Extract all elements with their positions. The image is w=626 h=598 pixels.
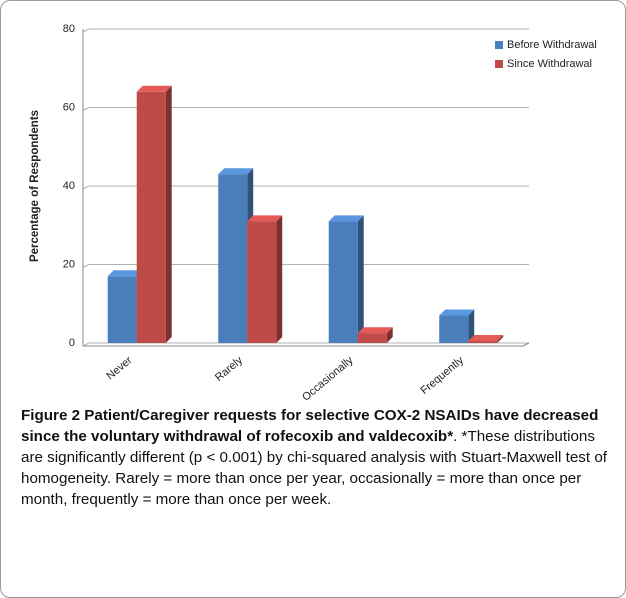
bar [247, 215, 283, 343]
y-tick-label: 60 [63, 101, 75, 113]
caption: Figure 2 Patient/Caregiver requests for … [21, 405, 617, 510]
y-tick-label: 80 [63, 23, 75, 35]
bar-face [468, 335, 504, 342]
bar-face [468, 309, 475, 343]
grid-line [82, 185, 529, 190]
legend-swatch [495, 60, 503, 68]
caption-title: Figure 2 Patient/Caregiver requests for … [21, 407, 599, 445]
bar-face [247, 215, 283, 222]
grid-line [82, 28, 529, 33]
bar-face [276, 215, 283, 343]
bar-face [107, 270, 143, 277]
x-tick-label: Occasionally [300, 354, 356, 401]
y-tick-label: 20 [63, 258, 75, 270]
grid-line [82, 264, 529, 268]
bar [328, 215, 364, 343]
bar-face [328, 221, 358, 343]
y-tick-label: 40 [63, 180, 75, 192]
bar-face [497, 335, 504, 343]
bar-face [328, 215, 364, 222]
bar-face [218, 174, 248, 343]
grid-line [82, 107, 529, 111]
chart: Percentage of Respondents 0 20 40 60 80 Never… [29, 23, 597, 401]
bar-face [386, 327, 393, 343]
x-tick-label: Never [104, 354, 134, 382]
bar-face [357, 333, 387, 343]
bar-face [357, 327, 393, 334]
x-tick-label: Frequently [418, 354, 466, 397]
bar-face [439, 315, 469, 343]
bar-face [165, 85, 172, 344]
legend-swatch [495, 41, 503, 49]
bar [136, 85, 172, 344]
caption-text: . *These distributions are significantly… [21, 428, 607, 508]
floor [83, 342, 530, 347]
legend-label: Before Withdrawal [507, 39, 597, 51]
legend-label: Since Withdrawal [507, 58, 592, 70]
bar [468, 335, 504, 343]
y-axis-label: Percentage of Respondents [29, 110, 41, 262]
bar-face [247, 221, 277, 343]
bar-face [357, 215, 364, 343]
y-tick-label: 0 [69, 337, 75, 349]
bar [439, 309, 475, 343]
bar-face [107, 276, 137, 343]
x-tick-label: Rarely [213, 354, 245, 384]
bar-face [218, 168, 254, 175]
bar-face [136, 91, 166, 343]
bar-face [136, 85, 172, 92]
bar-face [439, 309, 475, 316]
bar-face [468, 341, 498, 343]
bar [357, 327, 393, 343]
